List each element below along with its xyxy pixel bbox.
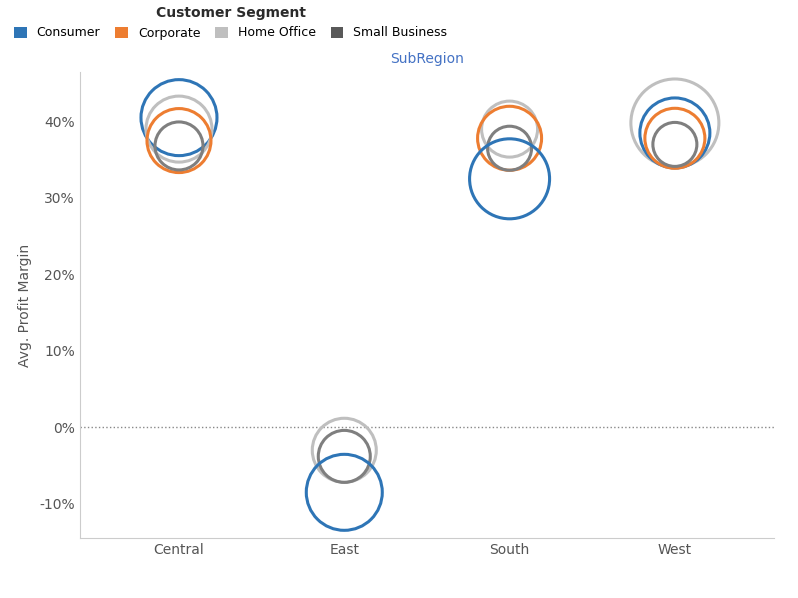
Title: SubRegion: SubRegion <box>390 53 464 66</box>
Y-axis label: Avg. Profit Margin: Avg. Profit Margin <box>18 243 33 367</box>
Legend: Consumer, Corporate, Home Office, Small Business: Consumer, Corporate, Home Office, Small … <box>14 6 448 39</box>
